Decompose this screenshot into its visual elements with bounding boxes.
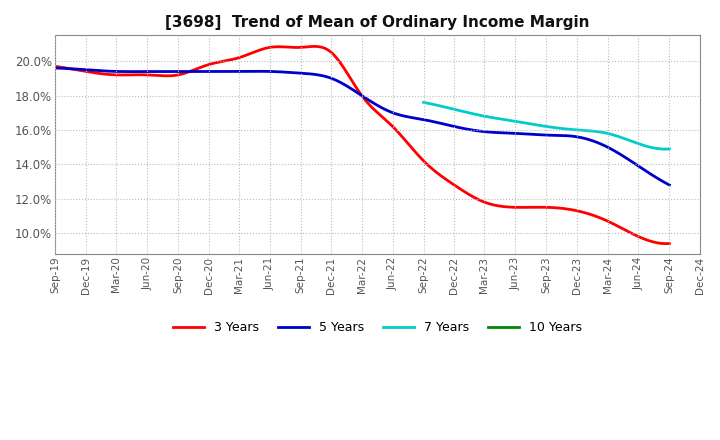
Title: [3698]  Trend of Mean of Ordinary Income Margin: [3698] Trend of Mean of Ordinary Income … xyxy=(166,15,590,30)
Legend: 3 Years, 5 Years, 7 Years, 10 Years: 3 Years, 5 Years, 7 Years, 10 Years xyxy=(168,316,588,339)
